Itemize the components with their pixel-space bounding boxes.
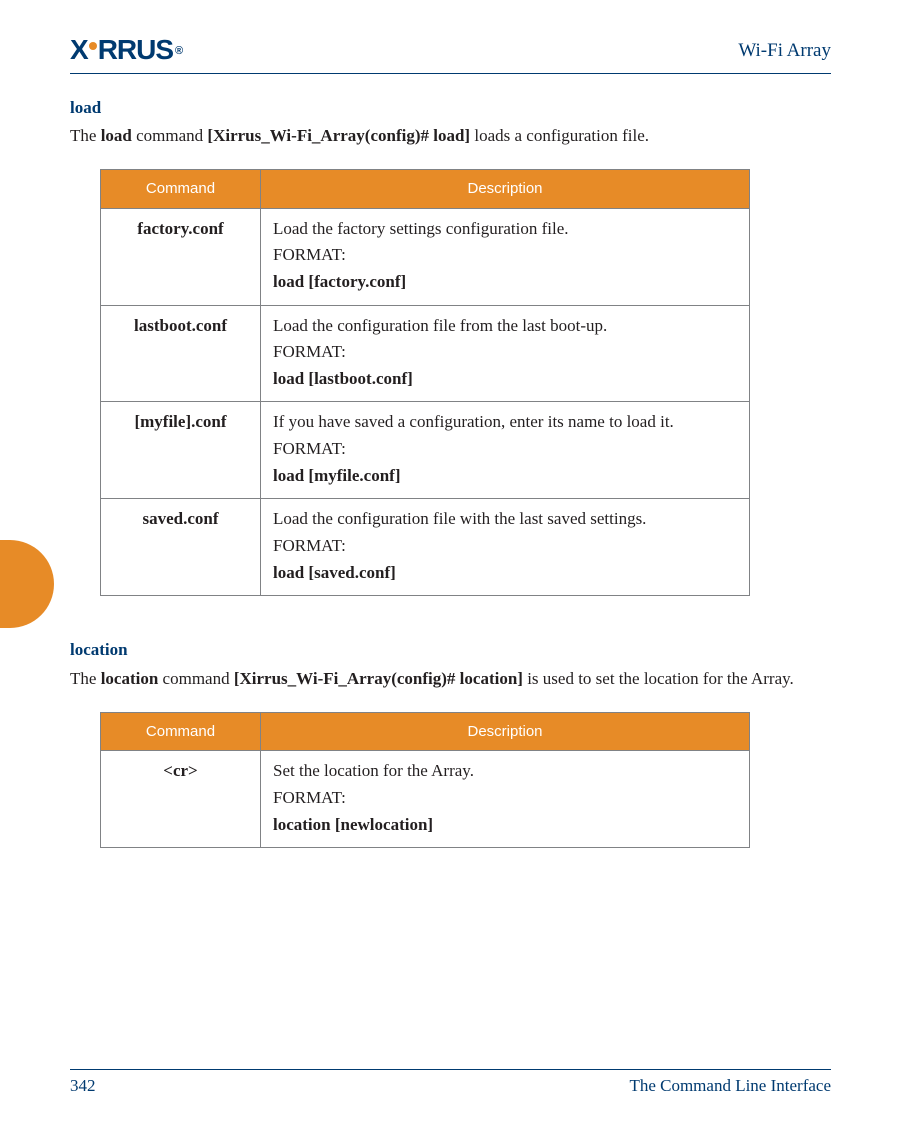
cmd-cell: factory.conf [101, 208, 261, 305]
intro-text: command [132, 126, 208, 145]
table-header-row: Command Description [101, 169, 750, 208]
cmd-cell: lastboot.conf [101, 305, 261, 402]
desc-text: Load the configuration file from the las… [273, 314, 737, 339]
intro-text: command [158, 669, 234, 688]
col-description: Description [261, 712, 750, 751]
section-title-load: load [70, 96, 831, 121]
document-title: Wi-Fi Array [738, 37, 831, 65]
format-cmd: load [factory.conf] [273, 270, 737, 295]
format-label: FORMAT: [273, 243, 737, 268]
format-label: FORMAT: [273, 534, 737, 559]
desc-cell: If you have saved a configuration, enter… [261, 402, 750, 499]
cmd-cell: saved.conf [101, 499, 261, 596]
load-table: Command Description factory.conf Load th… [100, 169, 750, 596]
page-number: 342 [70, 1074, 96, 1099]
page-content: XRRUS® Wi-Fi Array load The load command… [0, 0, 901, 1133]
desc-text: Load the configuration file with the las… [273, 507, 737, 532]
format-cmd: load [saved.conf] [273, 561, 737, 586]
desc-cell: Load the configuration file from the las… [261, 305, 750, 402]
format-label: FORMAT: [273, 340, 737, 365]
desc-cell: Load the factory settings configuration … [261, 208, 750, 305]
intro-text: The [70, 669, 101, 688]
desc-text: If you have saved a configuration, enter… [273, 410, 737, 435]
format-cmd: location [newlocation] [273, 813, 737, 838]
table-row: saved.conf Load the configuration file w… [101, 499, 750, 596]
intro-bold: [Xirrus_Wi-Fi_Array(config)# location] [234, 669, 523, 688]
table-row: <cr> Set the location for the Array. FOR… [101, 751, 750, 848]
intro-bold: [Xirrus_Wi-Fi_Array(config)# load] [207, 126, 470, 145]
table-row: [myfile].conf If you have saved a config… [101, 402, 750, 499]
logo-text-2: RRUS [98, 30, 173, 71]
desc-cell: Set the location for the Array. FORMAT: … [261, 751, 750, 848]
intro-bold: load [101, 126, 132, 145]
format-cmd: load [lastboot.conf] [273, 367, 737, 392]
footer-chapter: The Command Line Interface [629, 1074, 831, 1099]
logo-dot-icon [89, 42, 97, 50]
section-title-location: location [70, 638, 831, 663]
table-row: lastboot.conf Load the configuration fil… [101, 305, 750, 402]
format-label: FORMAT: [273, 786, 737, 811]
cmd-cell: [myfile].conf [101, 402, 261, 499]
logo-text-1: X [70, 30, 88, 71]
cmd-cell: <cr> [101, 751, 261, 848]
intro-text: The [70, 126, 101, 145]
col-description: Description [261, 169, 750, 208]
logo-reg: ® [175, 44, 184, 60]
page-header: XRRUS® Wi-Fi Array [70, 30, 831, 74]
location-table: Command Description <cr> Set the locatio… [100, 712, 750, 849]
location-intro: The location command [Xirrus_Wi-Fi_Array… [70, 667, 831, 692]
page-footer: 342 The Command Line Interface [70, 1069, 831, 1099]
format-label: FORMAT: [273, 437, 737, 462]
brand-logo: XRRUS® [70, 30, 184, 71]
table-row: factory.conf Load the factory settings c… [101, 208, 750, 305]
load-intro: The load command [Xirrus_Wi-Fi_Array(con… [70, 124, 831, 149]
desc-cell: Load the configuration file with the las… [261, 499, 750, 596]
desc-text: Load the factory settings configuration … [273, 217, 737, 242]
intro-text: is used to set the location for the Arra… [523, 669, 794, 688]
intro-bold: location [101, 669, 159, 688]
col-command: Command [101, 712, 261, 751]
format-cmd: load [myfile.conf] [273, 464, 737, 489]
col-command: Command [101, 169, 261, 208]
intro-text: loads a configuration file. [470, 126, 649, 145]
table-header-row: Command Description [101, 712, 750, 751]
desc-text: Set the location for the Array. [273, 759, 737, 784]
